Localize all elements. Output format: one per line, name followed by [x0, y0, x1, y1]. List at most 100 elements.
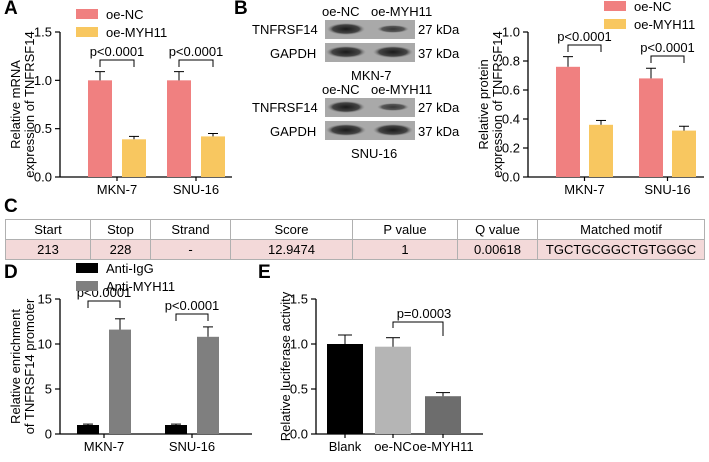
p-value-label: p<0.0001 — [640, 40, 695, 55]
motif-header-start: Start — [5, 219, 91, 240]
y-tick-label: 0.5 — [290, 382, 308, 397]
y-tick-label: 0.0 — [34, 170, 52, 185]
bar — [109, 329, 131, 434]
motif-header-stop: Stop — [90, 219, 151, 240]
significance-bracket — [392, 321, 444, 336]
x-tick-label: oe-NC — [374, 439, 412, 454]
bar — [327, 344, 363, 434]
bar — [556, 66, 580, 177]
bar — [639, 78, 663, 177]
x-tick-label: MKN-7 — [84, 439, 124, 454]
p-value-label: p<0.0001 — [165, 298, 220, 313]
legend-swatch — [76, 9, 98, 19]
motif-table-row: 213 228 - 12.9474 1 0.00618 TGCTGCGGCTGT… — [5, 239, 705, 260]
significance-bracket — [99, 59, 135, 67]
blot-top-lane-myh11: oe-MYH11 — [371, 4, 433, 19]
legend-label: oe-NC — [634, 0, 672, 14]
motif-cell-q-value: 0.00618 — [457, 239, 538, 260]
blot-top-kda-27: 27 kDa — [418, 22, 460, 37]
blot-bottom-row-tnfrsf14: TNFRSF14 — [252, 100, 318, 115]
significance-bracket — [567, 44, 602, 52]
bar — [201, 136, 225, 177]
bar — [167, 80, 191, 177]
y-tick-label: 1.0 — [502, 25, 520, 40]
blot-bottom-kda-37: 37 kDa — [418, 124, 460, 139]
blot-top-lane-nc: oe-NC — [322, 4, 360, 19]
blot-band — [377, 25, 409, 33]
x-tick-label: oe-MYH11 — [412, 439, 473, 454]
significance-bracket — [178, 59, 214, 67]
blot-band — [326, 124, 366, 136]
y-tick-label: 0.6 — [502, 83, 520, 98]
legend-swatch — [76, 281, 98, 291]
y-tick-label: 1.5 — [290, 292, 308, 307]
bar — [589, 124, 613, 177]
bar — [165, 425, 187, 434]
legend-label: Anti-MYH11 — [106, 279, 175, 294]
motif-cell-score: 12.9474 — [230, 239, 353, 260]
blot-band — [327, 23, 365, 35]
y-tick-label: 1.0 — [290, 337, 308, 352]
y-tick-label: 0.5 — [34, 121, 52, 136]
p-value-label: p=0.0003 — [397, 306, 452, 321]
motif-table-header-row: Start Stop Strand Score P value Q value … — [5, 219, 705, 240]
blot-top-row-tnfrsf14: TNFRSF14 — [252, 22, 318, 37]
blot-band — [373, 46, 413, 58]
bar — [197, 336, 219, 434]
bar — [672, 130, 696, 177]
panel-letter-e: E — [258, 262, 271, 283]
blot-bottom-lane-myh11: oe-MYH11 — [371, 82, 433, 97]
motif-header-matched-motif: Matched motif — [537, 219, 705, 240]
panel-letter-d: D — [4, 262, 18, 283]
panel-letter-c: C — [4, 196, 18, 217]
legend-label: oe-MYH11 — [634, 17, 695, 32]
bar — [122, 139, 146, 177]
bar — [88, 80, 112, 177]
legend-swatch — [604, 1, 626, 11]
x-tick-label: Blank — [329, 439, 362, 454]
blot-band — [327, 101, 365, 113]
bar — [425, 396, 461, 434]
legend-label: oe-NC — [106, 7, 144, 22]
p-value-label: p<0.0001 — [169, 44, 224, 59]
legend-label: oe-MYH11 — [106, 25, 167, 40]
p-value-label: p<0.0001 — [557, 29, 612, 44]
y-tick-label: 0.2 — [502, 141, 520, 156]
y-axis-label: Relative proteinexpression of TNFRSF14 — [476, 31, 505, 177]
bar — [77, 425, 99, 434]
bar — [375, 346, 411, 434]
blot-bottom-cell-label: SNU-16 — [351, 146, 398, 161]
motif-cell-p-value: 1 — [352, 239, 458, 260]
legend-label: Anti-IgG — [106, 262, 154, 276]
motif-cell-strand: - — [150, 239, 231, 260]
x-tick-label: SNU-16 — [644, 182, 690, 197]
legend-swatch — [604, 19, 626, 29]
p-value-label: p<0.0001 — [90, 44, 145, 59]
motif-header-q-value: Q value — [457, 219, 538, 240]
x-tick-label: SNU-16 — [173, 182, 219, 197]
panel-letter-b: B — [234, 0, 248, 19]
motif-cell-matched-motif: TGCTGCGGCTGTGGGC — [537, 239, 705, 260]
panel-letter-a: A — [4, 0, 18, 19]
significance-bracket — [175, 313, 209, 321]
blot-band — [326, 46, 366, 58]
y-tick-label: 0.4 — [502, 112, 520, 127]
significance-bracket — [87, 300, 121, 308]
motif-table: Start Stop Strand Score P value Q value … — [5, 219, 705, 260]
y-tick-label: 1.5 — [34, 25, 52, 40]
blot-top-cell-label: MKN-7 — [351, 68, 392, 83]
x-tick-label: SNU-16 — [169, 439, 215, 454]
y-tick-label: 0.0 — [290, 427, 308, 442]
y-axis-label: Relative mRNAexpression of TNFRSF14 — [8, 31, 37, 177]
motif-cell-start: 213 — [5, 239, 91, 260]
blot-top-kda-37: 37 kDa — [418, 46, 460, 61]
y-tick-label: 10 — [38, 337, 52, 352]
y-tick-label: 0.8 — [502, 54, 520, 69]
motif-header-strand: Strand — [150, 219, 231, 240]
motif-cell-stop: 228 — [90, 239, 151, 260]
blot-bottom-kda-27: 27 kDa — [418, 100, 460, 115]
y-axis-label: Relative luciferase activity — [278, 291, 293, 441]
motif-header-p-value: P value — [352, 219, 458, 240]
